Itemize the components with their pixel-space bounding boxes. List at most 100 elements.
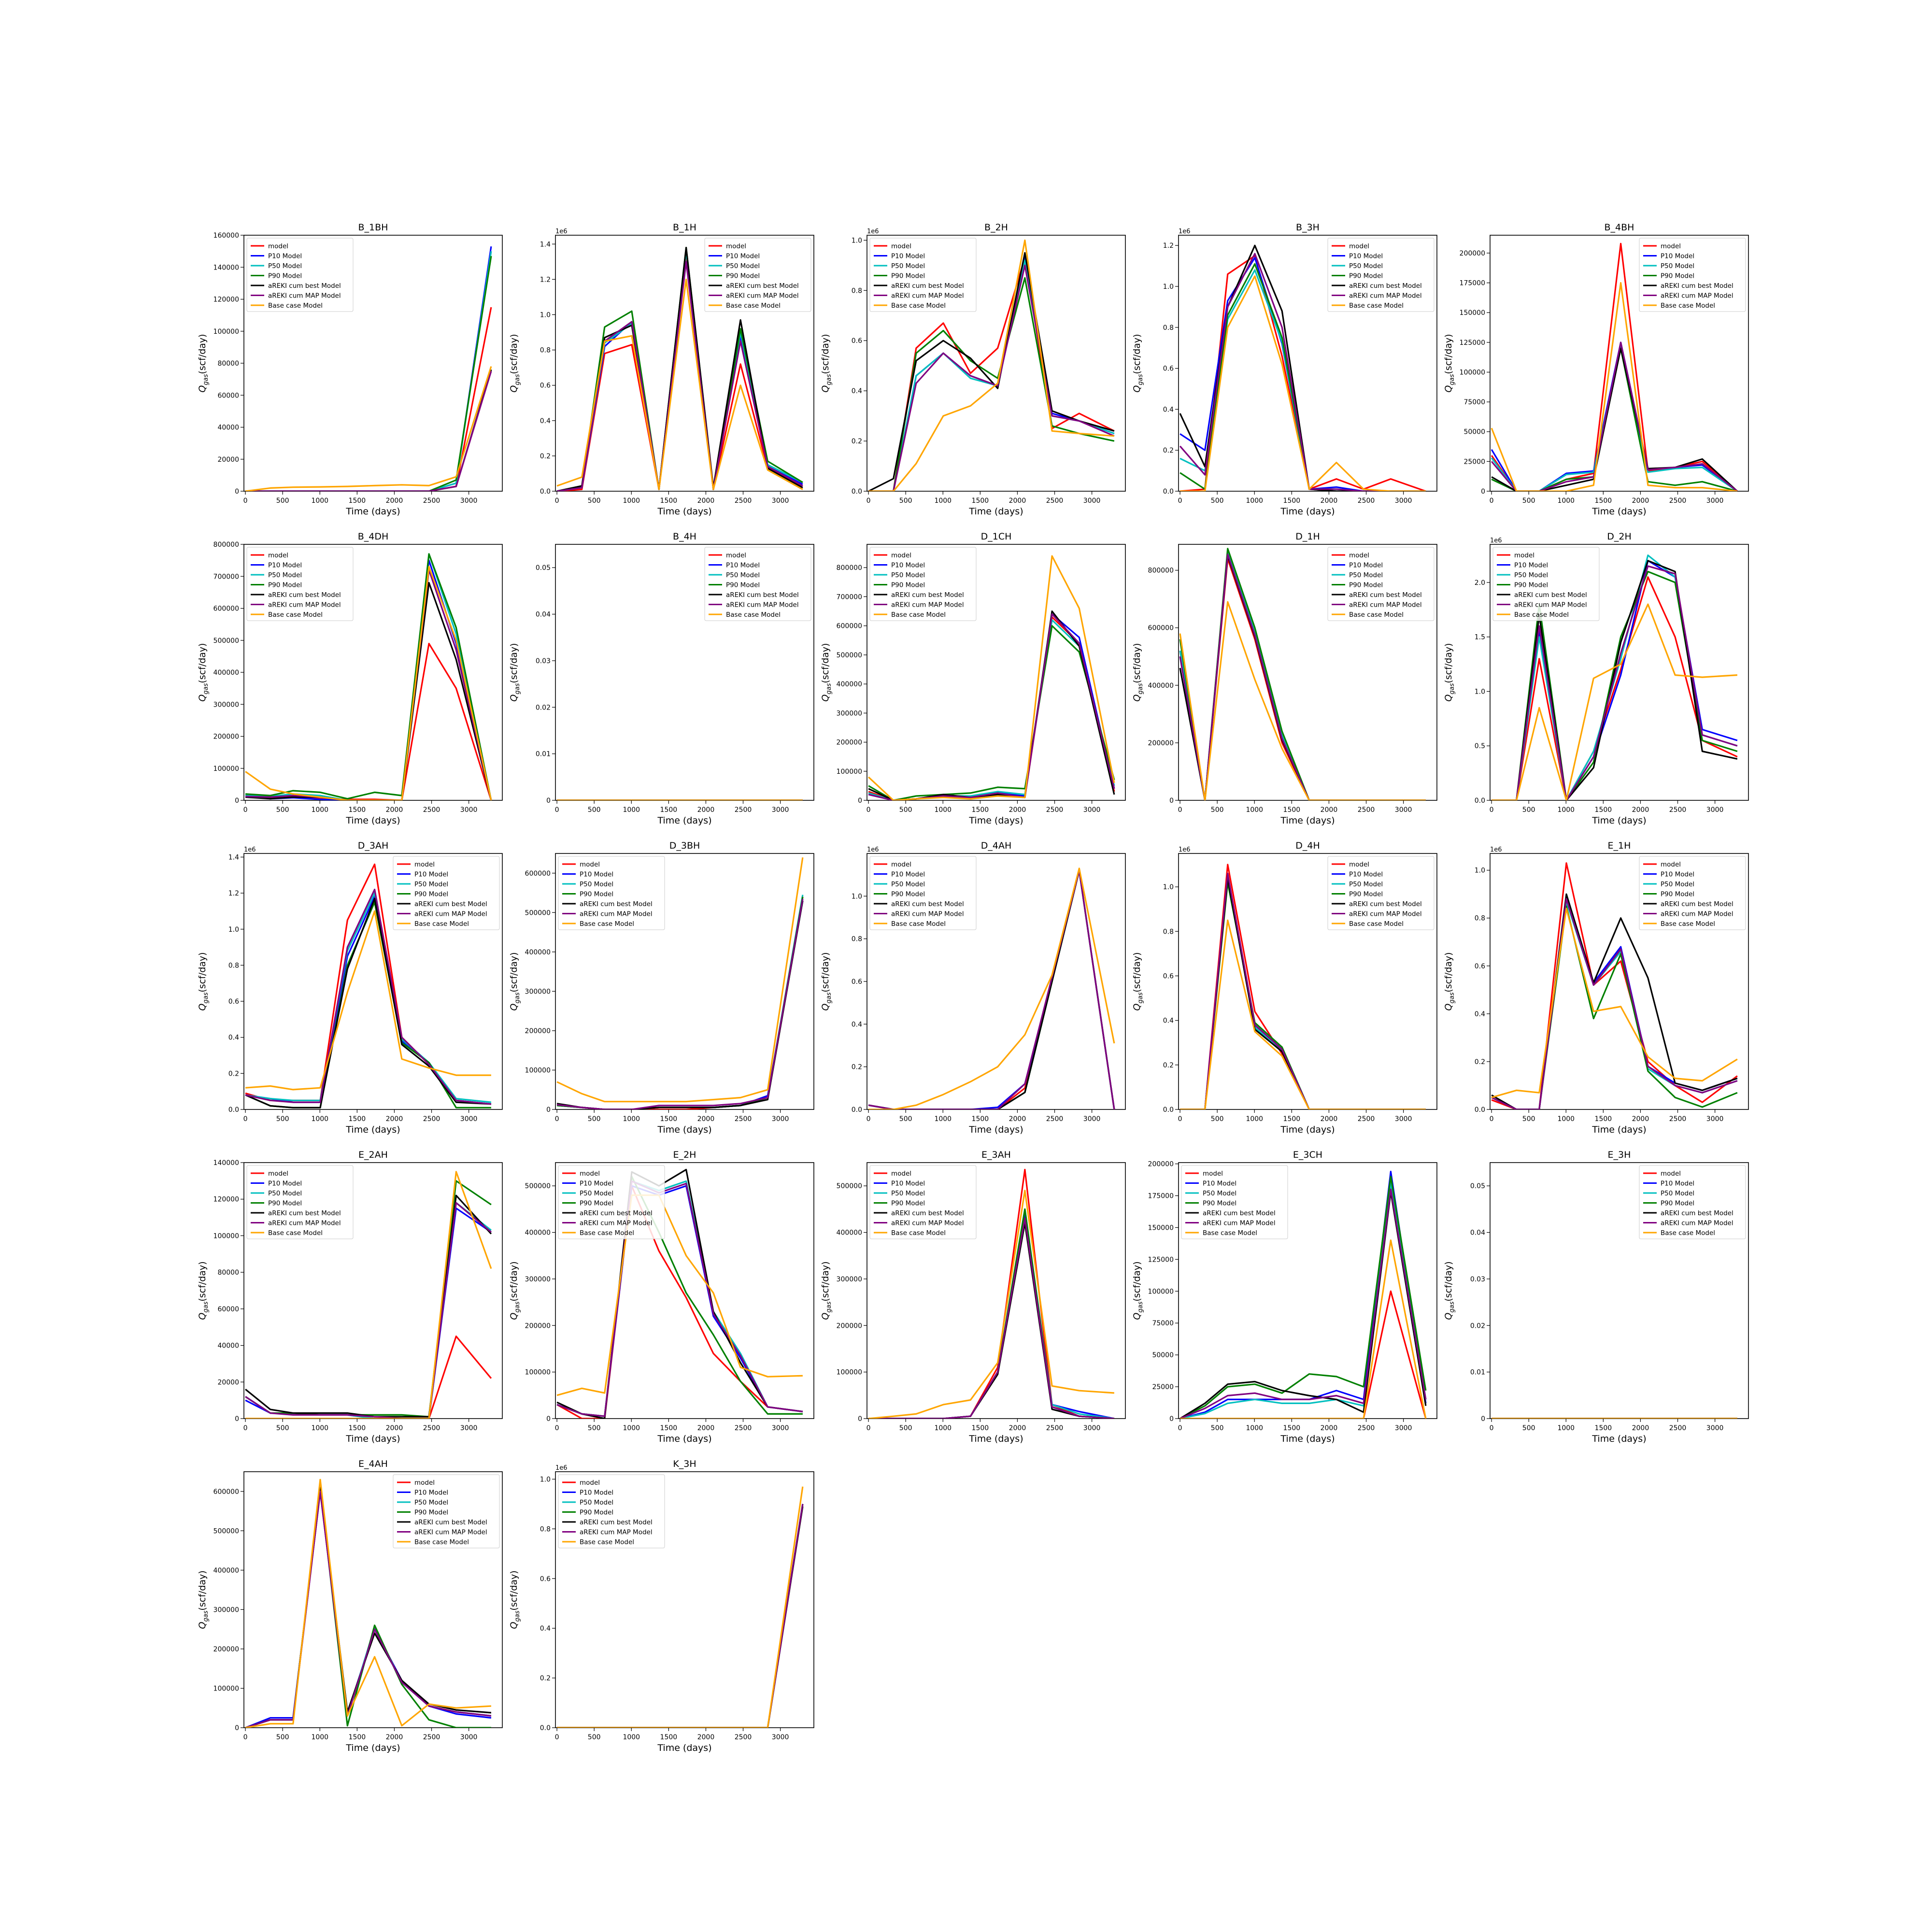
legend-label: Base case Model — [891, 1229, 946, 1237]
x-tick-label: 2500 — [1358, 1424, 1375, 1432]
legend-label: Base case Model — [1661, 1229, 1715, 1237]
subplot-e-2h: E_2H 0 500 1000 1500 2000 2500 3000 0 100000 20000… — [509, 1150, 814, 1444]
series-lines — [868, 867, 1115, 1109]
legend-box — [558, 856, 665, 930]
legend-label: P50 Model — [1661, 1190, 1694, 1197]
y-tick-label: 0.4 — [228, 1034, 239, 1042]
x-tick-label: 0 — [1178, 806, 1182, 814]
subplot-b-2h: B_2H 0 500 1000 1500 2000 2500 3000 0.0 0.2 0.4 0.6… — [820, 222, 1126, 517]
legend-label: Base case Model — [1661, 302, 1715, 310]
x-tick-label: 3000 — [1395, 1424, 1412, 1432]
legend-box — [1492, 547, 1600, 621]
legend-label: aREKI cum best Model — [1203, 1209, 1276, 1217]
x-axis-label: Time (days) — [345, 1434, 400, 1444]
legend-label: model — [1661, 1170, 1681, 1178]
legend-label: P90 Model — [1349, 891, 1383, 898]
y-tick-label: 1.0 — [228, 926, 239, 934]
series-line-base-case-model — [245, 566, 492, 800]
x-tick-label: 500 — [899, 1115, 912, 1123]
y-tick-label: 0.8 — [540, 347, 551, 355]
series-line-model — [1492, 576, 1738, 800]
x-axis-label: Time (days) — [657, 815, 711, 826]
x-tick-label: 0 — [1490, 1115, 1494, 1123]
y-axis-label: Qgas(scf/day) — [820, 334, 833, 392]
x-tick-label: 3000 — [1395, 806, 1412, 814]
y-tick-label: 400000 — [837, 681, 862, 688]
y-tick-label: 120000 — [213, 296, 239, 304]
series-line-base-case-model — [245, 366, 492, 491]
legend-label: P90 Model — [1661, 272, 1694, 280]
legend-box — [869, 238, 977, 312]
x-tick-label: 2000 — [697, 1733, 715, 1741]
y-tick-label: 100000 — [525, 1066, 551, 1074]
legend-label: P50 Model — [726, 571, 760, 579]
legend-box — [558, 1165, 665, 1239]
legend-label: Base case Model — [1349, 302, 1404, 310]
x-tick-label: 1500 — [1283, 806, 1301, 814]
series-line-base-case-model — [556, 278, 803, 490]
x-tick-label: 1500 — [349, 497, 366, 505]
y-tick-label: 400000 — [213, 669, 239, 677]
legend-label: Base case Model — [268, 302, 323, 310]
x-tick-label: 1500 — [972, 497, 989, 505]
y-tick-label: 400000 — [837, 1229, 862, 1237]
y-scale-label: 1e6 — [1179, 228, 1191, 235]
x-tick-label: 2000 — [697, 1115, 715, 1123]
legend-label: Base case Model — [891, 611, 946, 619]
y-tick-label: 0.02 — [536, 704, 551, 711]
y-tick-label: 40000 — [217, 1342, 239, 1350]
legend-label: P50 Model — [1349, 881, 1383, 888]
legend-label: P50 Model — [726, 262, 760, 270]
y-tick-label: 0 — [546, 1415, 551, 1423]
y-tick-label: 0.02 — [1470, 1322, 1485, 1330]
subplot-title: D_1H — [1295, 531, 1320, 542]
series-line-model — [1180, 1290, 1427, 1419]
legend-label: aREKI cum MAP Model — [580, 1220, 653, 1227]
y-scale-label: 1e6 — [867, 228, 879, 235]
legend-label: model — [580, 861, 600, 868]
legend-label: Base case Model — [1514, 611, 1569, 619]
legend-label: Base case Model — [414, 1538, 469, 1546]
y-tick-label: 500000 — [525, 909, 551, 917]
legend-label: model — [268, 552, 288, 559]
x-tick-label: 3000 — [460, 1115, 478, 1123]
series-line-areki-cum-best-model — [868, 252, 1115, 491]
x-tick-label: 2000 — [386, 497, 403, 505]
series-line-base-case-model — [245, 910, 491, 1091]
x-tick-label: 3000 — [1083, 497, 1101, 505]
y-axis-label: Qgas(scf/day) — [197, 643, 210, 701]
y-tick-label: 0.8 — [852, 936, 862, 943]
x-tick-label: 1000 — [311, 1733, 328, 1741]
y-tick-label: 200000 — [525, 1027, 551, 1035]
series-line-base-case-model — [245, 1478, 491, 1728]
legend-label: P10 Model — [268, 253, 302, 260]
y-tick-label: 25000 — [1463, 458, 1485, 466]
legend-label: aREKI cum MAP Model — [268, 292, 341, 300]
legend-label: aREKI cum MAP Model — [726, 601, 799, 609]
y-tick-label: 200000 — [1460, 250, 1485, 257]
x-axis-label: Time (days) — [968, 815, 1023, 826]
y-axis-label: Qgas(scf/day) — [509, 952, 521, 1010]
x-tick-label: 1000 — [623, 806, 640, 814]
legend-label: aREKI cum MAP Model — [1661, 292, 1733, 300]
y-tick-label: 0 — [235, 1724, 239, 1732]
subplot-e-1h: E_1H 0 500 1000 1500 2000 2500 3000 0.0 0.2 0.4 0.6… — [1443, 840, 1749, 1135]
y-tick-label: 140000 — [213, 1159, 239, 1167]
y-tick-label: 0 — [546, 797, 551, 805]
y-tick-label: 40000 — [217, 424, 239, 432]
legend-label: P50 Model — [414, 1499, 448, 1506]
legend-label: P10 Model — [891, 871, 925, 879]
y-tick-label: 0.6 — [1163, 972, 1174, 980]
y-axis-label: Qgas(scf/day) — [509, 334, 521, 392]
legend-label: Base case Model — [891, 920, 946, 928]
y-tick-label: 300000 — [837, 710, 862, 717]
legend-box — [246, 238, 354, 312]
legend-box — [1639, 238, 1746, 312]
y-tick-label: 200000 — [837, 739, 862, 747]
x-tick-label: 1500 — [660, 1115, 678, 1123]
series-lines — [1180, 864, 1426, 1109]
x-axis-label: Time (days) — [345, 815, 400, 826]
